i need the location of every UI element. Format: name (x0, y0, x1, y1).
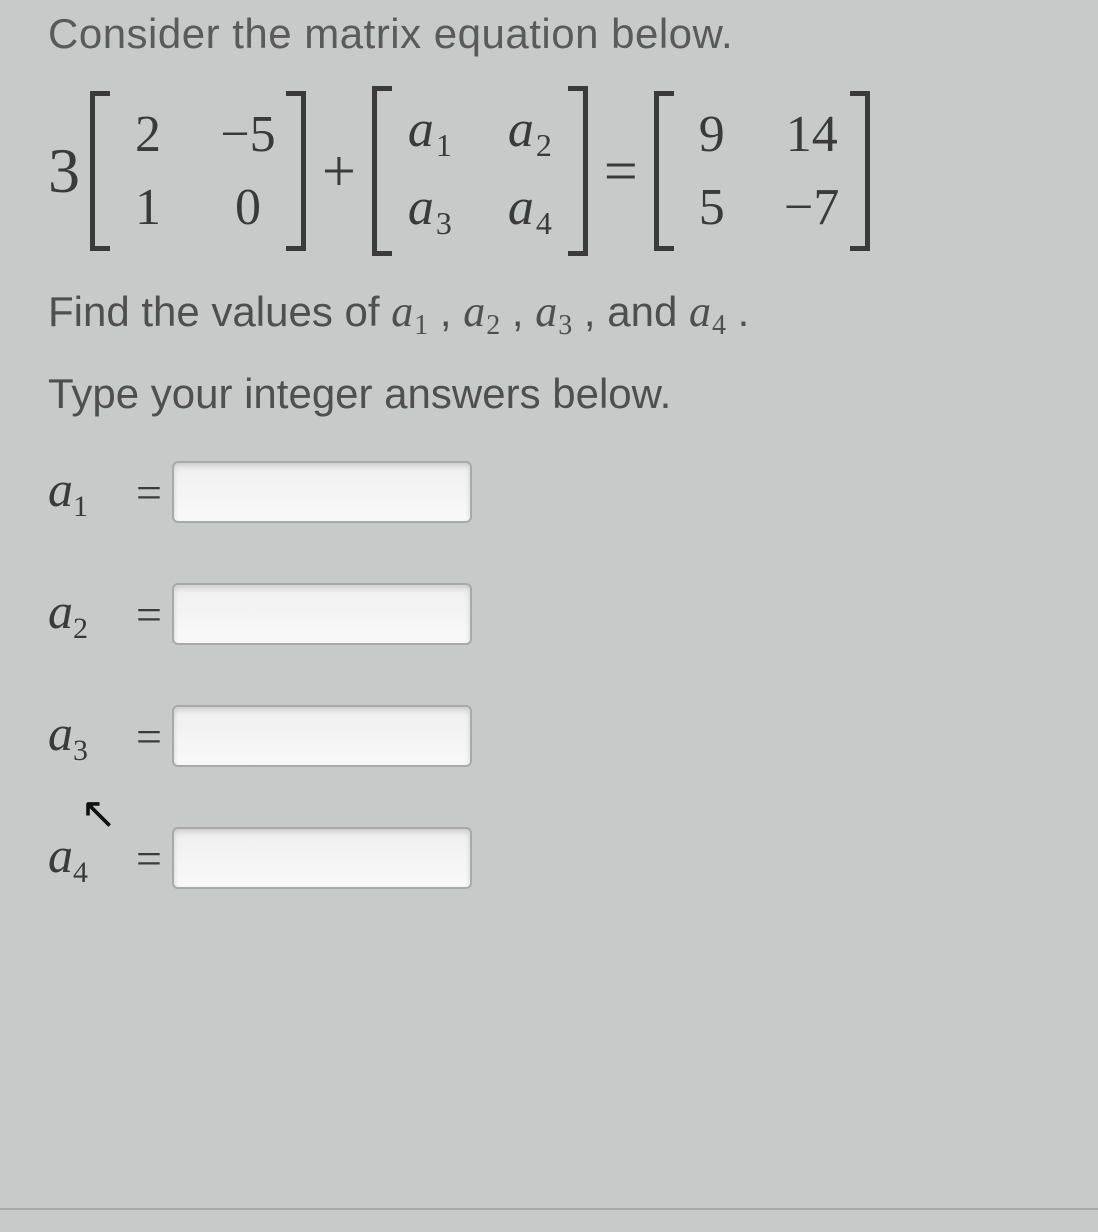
eq-sign: = (136, 710, 162, 763)
label-a3: a3 (48, 704, 128, 768)
matrix-b-a1: a1 (402, 100, 458, 164)
bracket-right-icon (286, 91, 306, 251)
answer-row-a3: a3 = (48, 704, 1068, 768)
matrix-b-a4: a4 (502, 178, 558, 242)
matrix-c-r2c2: −7 (784, 178, 840, 237)
matrix-b: a1 a2 a3 a4 (372, 86, 588, 256)
input-a1[interactable] (172, 461, 472, 523)
input-a4[interactable] (172, 827, 472, 889)
equals-op: = (598, 137, 644, 206)
answer-row-a2: a2 = (48, 582, 1068, 646)
bracket-left-icon (90, 91, 110, 251)
answer-row-a4: a4 = (48, 826, 1068, 890)
find-values-text: Find the values of a1 , a2 , a3 , and a4… (48, 286, 1068, 342)
eq-sign: = (136, 466, 162, 519)
matrix-b-a3: a3 (402, 178, 458, 242)
prompt-text: Consider the matrix equation below. (48, 10, 1068, 58)
bracket-right-icon (850, 91, 870, 251)
bracket-right-icon (568, 86, 588, 256)
plus-op: + (316, 137, 362, 206)
matrix-a-r1c1: 2 (120, 105, 176, 164)
matrix-a-r1c2: −5 (220, 105, 276, 164)
matrix-b-a2: a2 (502, 100, 558, 164)
matrix-c-r2c1: 5 (684, 178, 740, 237)
bracket-left-icon (654, 91, 674, 251)
matrix-c: 9 14 5 −7 (654, 91, 870, 251)
matrix-c-r1c1: 9 (684, 105, 740, 164)
type-instruction: Type your integer answers below. (48, 370, 1068, 418)
divider (0, 1208, 1098, 1210)
matrix-equation: 3 2 −5 1 0 + a1 a2 a3 a4 = 9 14 5 −7 (48, 86, 1068, 256)
matrix-a-r2c1: 1 (120, 178, 176, 237)
label-a2: a2 (48, 582, 128, 646)
input-a3[interactable] (172, 705, 472, 767)
answer-row-a1: a1 = (48, 460, 1068, 524)
eq-sign: = (136, 832, 162, 885)
label-a4: a4 (48, 826, 128, 890)
input-a2[interactable] (172, 583, 472, 645)
scalar-3: 3 (48, 134, 80, 208)
label-a1: a1 (48, 460, 128, 524)
matrix-a-r2c2: 0 (220, 178, 276, 237)
matrix-a: 2 −5 1 0 (90, 91, 306, 251)
bracket-left-icon (372, 86, 392, 256)
matrix-c-r1c2: 14 (784, 105, 840, 164)
eq-sign: = (136, 588, 162, 641)
